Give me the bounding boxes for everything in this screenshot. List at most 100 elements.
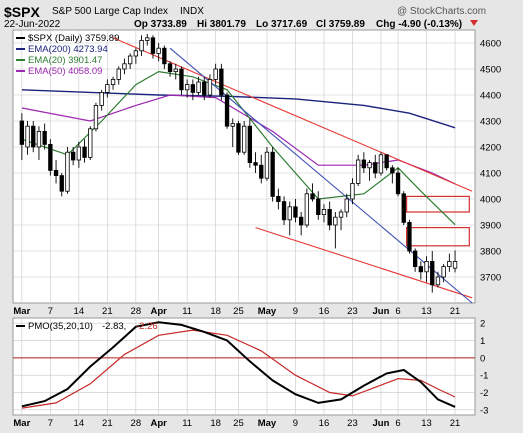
candle-body bbox=[287, 206, 292, 221]
symbol-label: $SPX bbox=[4, 4, 40, 20]
resistance-box bbox=[406, 195, 470, 213]
candle-body bbox=[31, 125, 36, 148]
candle-body bbox=[105, 84, 110, 93]
pmo-x-axis: Mar 7 14 21 28 Apr 11 18 25 May 9 16 23 Jun 6 13 21 bbox=[13, 418, 460, 429]
price-x-tick-label: 18 bbox=[210, 306, 221, 317]
pmo-x-tick-label: Jun bbox=[373, 418, 390, 429]
price-x-tick-label: 23 bbox=[347, 306, 358, 317]
candle-body bbox=[122, 63, 127, 70]
candle-body bbox=[401, 193, 406, 223]
price-tick-label: 4100 bbox=[480, 169, 501, 180]
candle-body bbox=[93, 105, 99, 130]
legend-entry: EMA(50) 4058.09 bbox=[28, 66, 102, 77]
price-tick-label: 4500 bbox=[480, 65, 501, 76]
price-tick-label: 4600 bbox=[480, 39, 501, 50]
resistance-boxes bbox=[406, 195, 470, 247]
candle-body bbox=[82, 146, 87, 158]
pmo-x-tick-label: 25 bbox=[233, 418, 244, 429]
price-x-tick-label: Apr bbox=[150, 306, 167, 317]
candle-body bbox=[452, 261, 458, 269]
pmo-x-tick-label: 9 bbox=[293, 418, 298, 429]
price-x-tick-label: 6 bbox=[395, 306, 400, 317]
candle-body bbox=[367, 162, 372, 169]
candle-body bbox=[350, 182, 355, 200]
candle-body bbox=[116, 68, 121, 80]
candle-body bbox=[390, 167, 395, 174]
candle-body bbox=[355, 159, 361, 184]
price-tick-label: 4400 bbox=[480, 91, 501, 102]
legend-entry: $SPX (Daily) 3759.89 bbox=[28, 33, 119, 44]
candle-body bbox=[65, 151, 70, 192]
price-x-axis: Mar 7 14 21 28 Apr 11 18 25 May 9 16 23 Jun 6 13 21 bbox=[13, 306, 460, 317]
candle-body bbox=[304, 193, 310, 226]
pmo-x-tick-label: 21 bbox=[450, 418, 461, 429]
candle-body bbox=[435, 276, 441, 286]
candle-body bbox=[59, 175, 64, 192]
price-x-tick-label: 9 bbox=[293, 306, 298, 317]
price-x-tick-label: Mar bbox=[13, 306, 30, 317]
candle-body bbox=[145, 37, 150, 41]
candle-body bbox=[441, 266, 446, 278]
candle-body bbox=[202, 81, 207, 96]
candle-body bbox=[207, 79, 213, 96]
candle-body bbox=[133, 50, 139, 57]
price-x-tick-label: 21 bbox=[102, 306, 113, 317]
price-x-tick-label: 25 bbox=[233, 306, 244, 317]
candle-body bbox=[53, 169, 59, 176]
legend-entry: EMA(200) 4273.94 bbox=[28, 44, 108, 55]
candle-body bbox=[179, 68, 184, 91]
pmo-tick-label: -2 bbox=[480, 388, 488, 399]
price-tick-label: 3800 bbox=[480, 247, 501, 258]
price-tick-label: 3700 bbox=[480, 273, 501, 284]
pmo-signal-line bbox=[21, 329, 456, 409]
pmo-tick-label: -3 bbox=[480, 405, 488, 416]
candle-body bbox=[224, 94, 230, 127]
candle-body bbox=[76, 146, 82, 161]
price-tick-label: 3900 bbox=[480, 221, 501, 232]
price-x-tick-label: 7 bbox=[48, 306, 53, 317]
candle-body bbox=[247, 125, 253, 163]
candle-body bbox=[310, 193, 315, 200]
pmo-line bbox=[21, 321, 456, 408]
candle-body bbox=[316, 198, 321, 216]
candle-body bbox=[150, 37, 156, 54]
candle-body bbox=[333, 216, 338, 226]
candle-body bbox=[88, 128, 93, 158]
pmo-x-tick-label: 13 bbox=[421, 418, 432, 429]
candle-body bbox=[127, 55, 133, 65]
candle-body bbox=[321, 208, 327, 215]
pmo-x-tick-label: 7 bbox=[48, 418, 53, 429]
change-value: Chg -4.90 (-0.13%) bbox=[376, 19, 462, 30]
candle-body bbox=[378, 154, 384, 174]
candle-body bbox=[253, 162, 258, 166]
watermark: @ StockCharts.com bbox=[397, 6, 486, 17]
price-tick-label: 4200 bbox=[480, 143, 501, 154]
price-x-tick-label: Jun bbox=[373, 306, 390, 317]
candle-body bbox=[241, 125, 247, 153]
price-x-tick-label: 13 bbox=[421, 306, 432, 317]
open-value: Op 3733.89 bbox=[134, 19, 187, 30]
price-x-tick-label: 21 bbox=[450, 306, 461, 317]
candle-body bbox=[48, 143, 53, 171]
candle-body bbox=[173, 68, 178, 72]
candle-body bbox=[344, 198, 349, 213]
candle-body bbox=[298, 216, 304, 226]
candle-body bbox=[184, 84, 190, 91]
exchange-label: INDX bbox=[180, 6, 204, 17]
price-x-tick-label: 16 bbox=[319, 306, 330, 317]
pmo-x-tick-label: 18 bbox=[210, 418, 221, 429]
candles bbox=[19, 33, 458, 293]
candle-body bbox=[230, 123, 235, 127]
candle-body bbox=[99, 92, 104, 106]
candle-body bbox=[270, 151, 275, 197]
candle-body bbox=[25, 125, 30, 148]
candle-body bbox=[384, 154, 389, 169]
candle-body bbox=[19, 120, 25, 145]
price-y-axis: 3700 3800 3900 4000 4100 4200 4300 4400 4500 4600 bbox=[480, 39, 501, 284]
candle-body bbox=[338, 211, 344, 218]
candle-body bbox=[281, 201, 287, 221]
pmo-panel-background bbox=[12, 317, 476, 416]
pmo-x-tick-label: 28 bbox=[131, 418, 142, 429]
